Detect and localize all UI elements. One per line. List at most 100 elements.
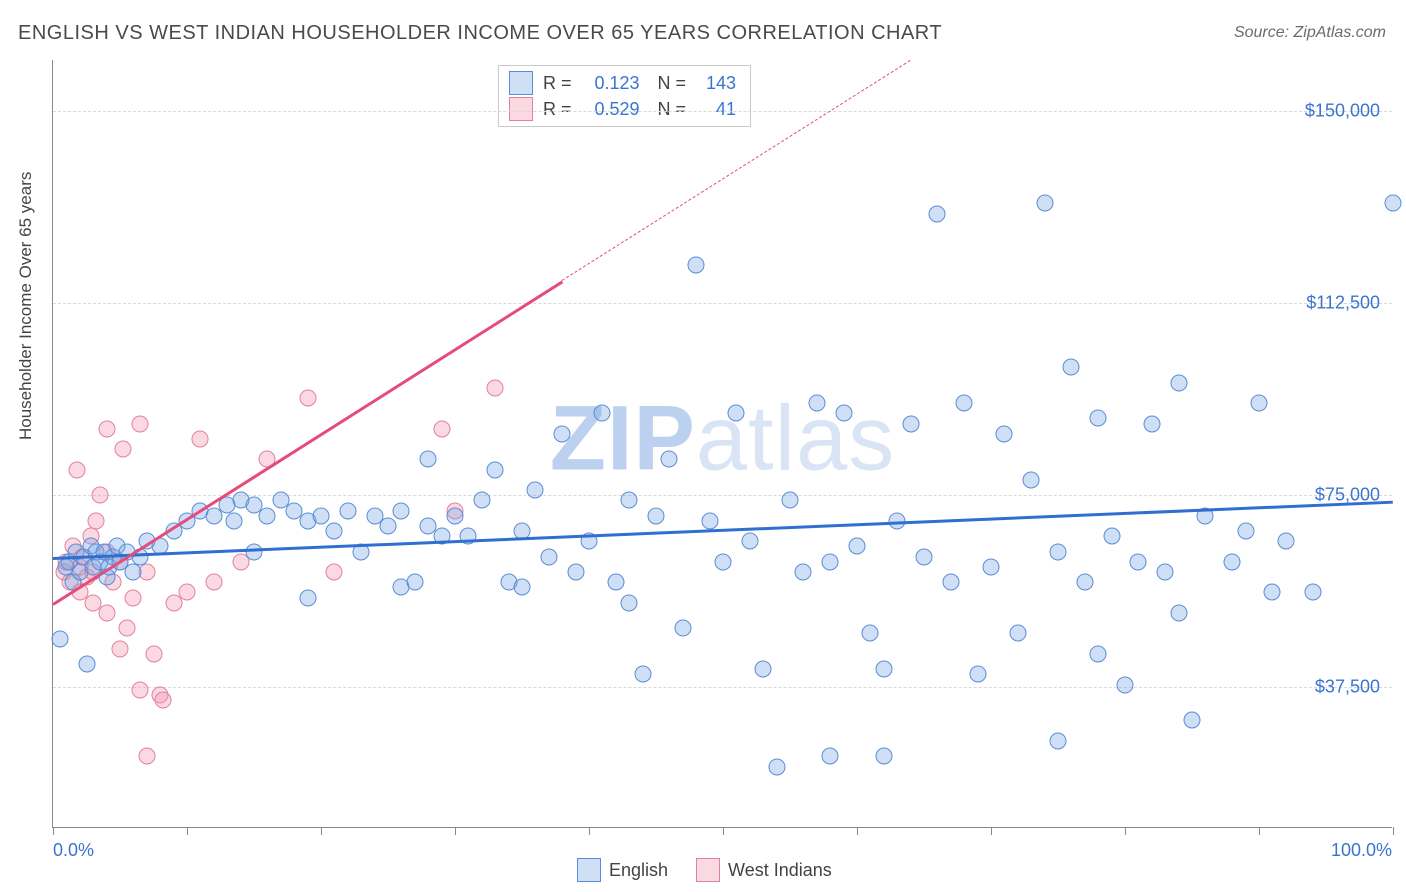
data-point [822, 748, 839, 765]
data-point [822, 553, 839, 570]
data-point [661, 451, 678, 468]
legend-label: English [609, 860, 668, 881]
y-tick-label: $37,500 [1315, 677, 1380, 698]
plot-area: ZIPatlas R =0.123N =143R =0.529N =41 $37… [52, 60, 1392, 828]
data-point [380, 517, 397, 534]
data-point [339, 502, 356, 519]
data-point [795, 564, 812, 581]
data-point [179, 584, 196, 601]
stats-row: R =0.123N =143 [509, 70, 736, 96]
data-point [299, 589, 316, 606]
data-point [540, 548, 557, 565]
data-point [875, 748, 892, 765]
stat-r-value: 0.123 [582, 70, 640, 96]
data-point [782, 492, 799, 509]
stat-n-value: 41 [696, 96, 736, 122]
legend-item: English [577, 858, 668, 882]
data-point [138, 748, 155, 765]
data-point [91, 487, 108, 504]
data-point [51, 630, 68, 647]
data-point [969, 666, 986, 683]
data-point [688, 256, 705, 273]
data-point [701, 512, 718, 529]
data-point [514, 579, 531, 596]
chart-container: ENGLISH VS WEST INDIAN HOUSEHOLDER INCOM… [0, 0, 1406, 892]
stats-row: R =0.529N =41 [509, 96, 736, 122]
watermark-suffix: atlas [696, 387, 895, 489]
data-point [875, 661, 892, 678]
data-point [313, 507, 330, 524]
data-point [1224, 553, 1241, 570]
data-point [983, 558, 1000, 575]
x-tick [589, 827, 590, 835]
data-point [916, 548, 933, 565]
data-point [1157, 564, 1174, 581]
data-point [634, 666, 651, 683]
data-point [98, 604, 115, 621]
x-tick [455, 827, 456, 835]
x-tick [1125, 827, 1126, 835]
data-point [835, 405, 852, 422]
data-point [125, 564, 142, 581]
legend-swatch [509, 97, 533, 121]
data-point [1063, 359, 1080, 376]
x-tick [187, 827, 188, 835]
data-point [567, 564, 584, 581]
y-tick-label: $112,500 [1306, 293, 1380, 314]
gridline [53, 687, 1392, 688]
data-point [1050, 732, 1067, 749]
watermark-prefix: ZIP [550, 387, 696, 489]
data-point [741, 533, 758, 550]
legend-swatch [509, 71, 533, 95]
data-point [1023, 471, 1040, 488]
data-point [132, 415, 149, 432]
stat-r-label: R = [543, 70, 572, 96]
x-tick [321, 827, 322, 835]
data-point [125, 589, 142, 606]
legend-swatch [577, 858, 601, 882]
data-point [1251, 395, 1268, 412]
data-point [1304, 584, 1321, 601]
data-point [1143, 415, 1160, 432]
data-point [1385, 195, 1402, 212]
y-axis-title: Householder Income Over 65 years [16, 172, 36, 440]
data-point [69, 461, 86, 478]
x-axis-end-label: 100.0% [1331, 840, 1392, 861]
data-point [715, 553, 732, 570]
data-point [1264, 584, 1281, 601]
data-point [393, 502, 410, 519]
data-point [607, 574, 624, 591]
data-point [768, 758, 785, 775]
data-point [420, 451, 437, 468]
x-axis-start-label: 0.0% [53, 840, 94, 861]
data-point [78, 656, 95, 673]
data-point [1184, 712, 1201, 729]
data-point [674, 620, 691, 637]
data-point [1009, 625, 1026, 642]
data-point [1170, 374, 1187, 391]
data-point [406, 574, 423, 591]
data-point [225, 512, 242, 529]
data-point [808, 395, 825, 412]
bottom-legend: EnglishWest Indians [577, 858, 832, 882]
x-tick [723, 827, 724, 835]
data-point [299, 389, 316, 406]
data-point [942, 574, 959, 591]
y-tick-label: $150,000 [1305, 101, 1380, 122]
data-point [621, 594, 638, 611]
x-tick [991, 827, 992, 835]
correlation-stats-box: R =0.123N =143R =0.529N =41 [498, 65, 751, 127]
data-point [554, 425, 571, 442]
data-point [1090, 645, 1107, 662]
data-point [1237, 523, 1254, 540]
data-point [1036, 195, 1053, 212]
data-point [98, 420, 115, 437]
x-tick [857, 827, 858, 835]
watermark: ZIPatlas [550, 386, 895, 491]
data-point [114, 441, 131, 458]
x-tick [53, 827, 54, 835]
data-point [205, 574, 222, 591]
data-point [154, 692, 171, 709]
data-point [755, 661, 772, 678]
data-point [1076, 574, 1093, 591]
